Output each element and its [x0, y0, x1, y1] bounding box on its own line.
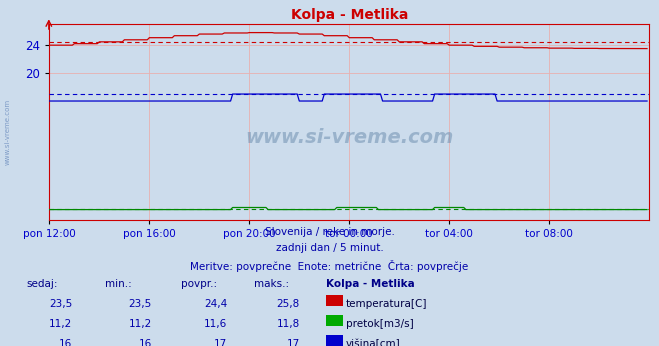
Text: sedaj:: sedaj: — [26, 279, 58, 289]
Text: 11,6: 11,6 — [204, 319, 227, 329]
Text: 24,4: 24,4 — [204, 299, 227, 309]
Text: 25,8: 25,8 — [277, 299, 300, 309]
Text: 11,2: 11,2 — [129, 319, 152, 329]
Text: Meritve: povprečne  Enote: metrične  Črta: povprečje: Meritve: povprečne Enote: metrične Črta:… — [190, 260, 469, 272]
Text: 23,5: 23,5 — [129, 299, 152, 309]
Text: 11,8: 11,8 — [277, 319, 300, 329]
Text: 16: 16 — [138, 339, 152, 346]
Text: www.si-vreme.com: www.si-vreme.com — [245, 128, 453, 147]
Text: 23,5: 23,5 — [49, 299, 72, 309]
Text: zadnji dan / 5 minut.: zadnji dan / 5 minut. — [275, 243, 384, 253]
Text: min.:: min.: — [105, 279, 132, 289]
Text: temperatura[C]: temperatura[C] — [346, 299, 428, 309]
Text: maks.:: maks.: — [254, 279, 289, 289]
Text: Kolpa - Metlika: Kolpa - Metlika — [326, 279, 415, 289]
Text: povpr.:: povpr.: — [181, 279, 217, 289]
Text: 11,2: 11,2 — [49, 319, 72, 329]
Text: pretok[m3/s]: pretok[m3/s] — [346, 319, 414, 329]
Text: www.si-vreme.com: www.si-vreme.com — [5, 98, 11, 165]
Text: Slovenija / reke in morje.: Slovenija / reke in morje. — [264, 227, 395, 237]
Title: Kolpa - Metlika: Kolpa - Metlika — [291, 8, 408, 22]
Text: 16: 16 — [59, 339, 72, 346]
Text: 17: 17 — [214, 339, 227, 346]
Text: višina[cm]: višina[cm] — [346, 339, 401, 346]
Text: 17: 17 — [287, 339, 300, 346]
